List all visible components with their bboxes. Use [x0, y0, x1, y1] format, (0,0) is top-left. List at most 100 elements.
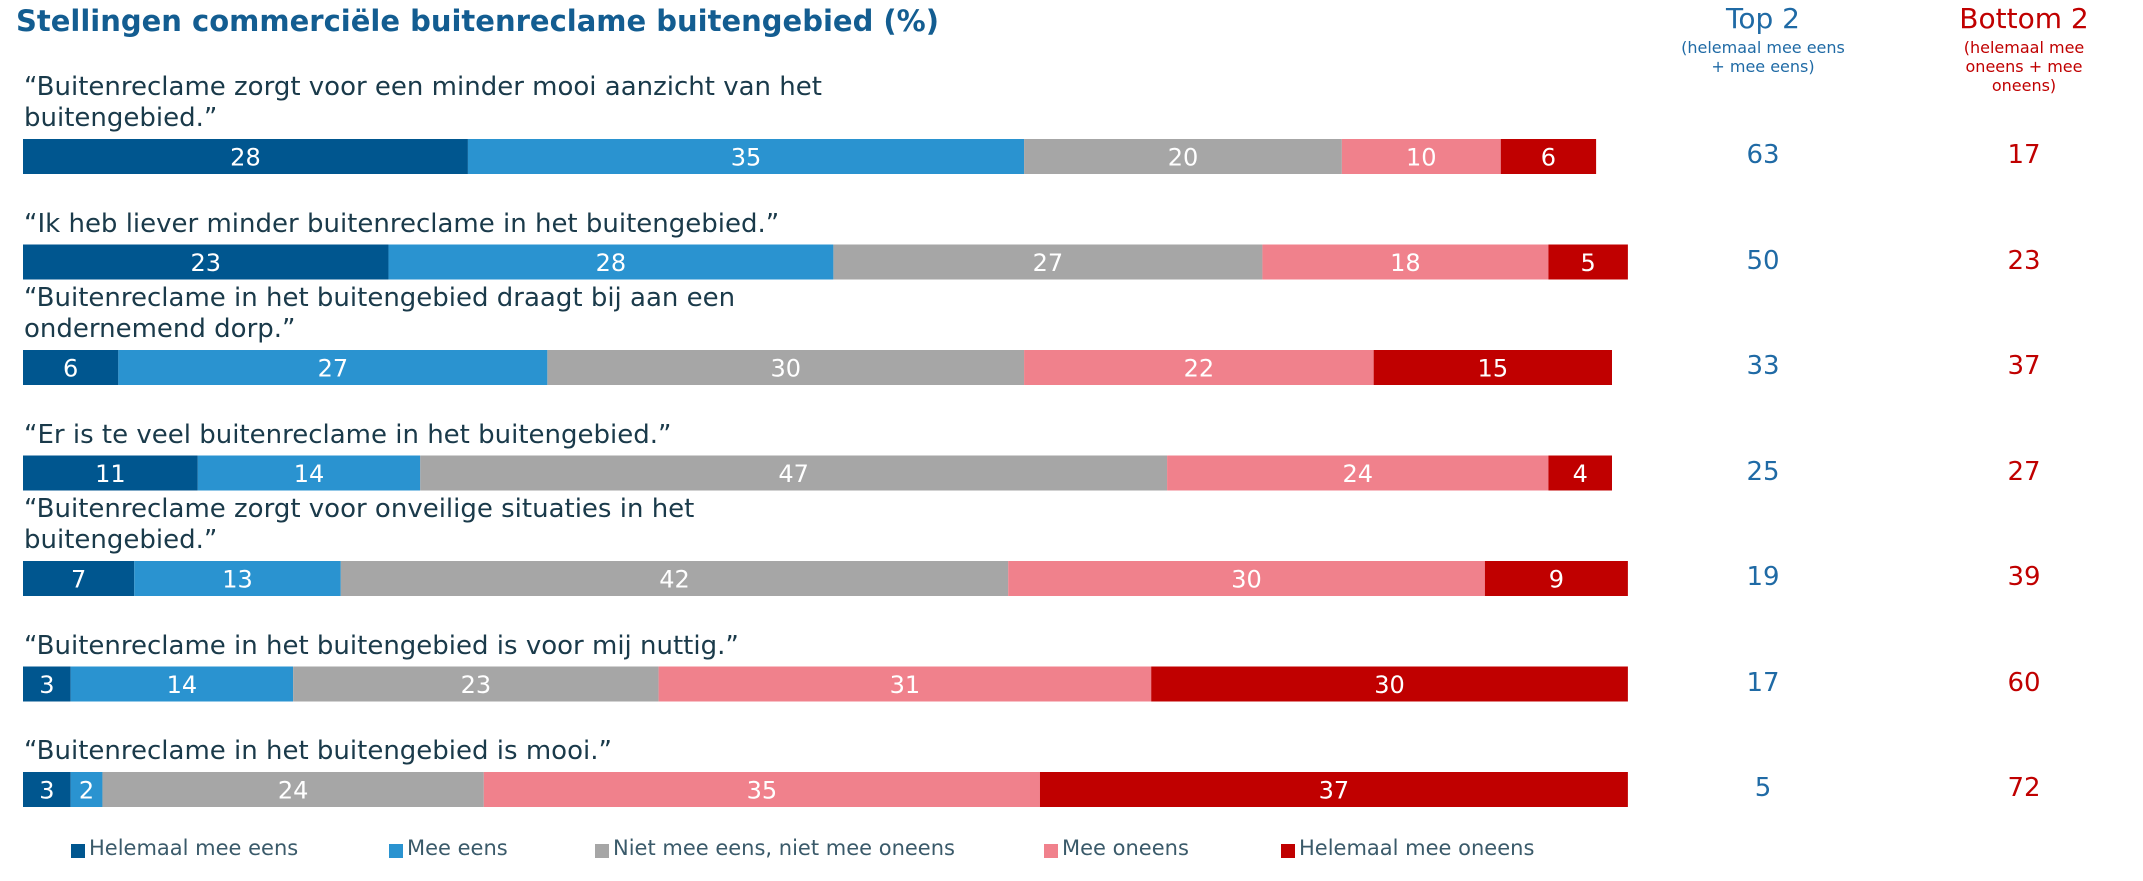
- bar-segment: [23, 244, 389, 280]
- value-label: 35: [747, 777, 778, 805]
- summary-value: 60: [2007, 667, 2041, 698]
- bar-segment: [547, 350, 1025, 385]
- category-label: “Buitenreclame in het buitengebied is mo…: [24, 736, 612, 766]
- summary-value: 50: [1746, 245, 1780, 276]
- bar-segment: [23, 666, 71, 702]
- bar-segment: [23, 455, 198, 491]
- bar-segment: [23, 350, 119, 385]
- category-label: “Buitenreclame in het buitengebied is vo…: [24, 630, 739, 661]
- column-title: Bottom 2: [1959, 2, 2089, 35]
- bar-segment: [483, 772, 1040, 807]
- bar-segment: [833, 244, 1263, 280]
- summary-value: 27: [2007, 456, 2041, 487]
- bar-segment: [420, 455, 1168, 491]
- summary-value: 17: [2007, 140, 2041, 170]
- summary-value: 5: [1754, 773, 1772, 803]
- summary-value: 33: [1746, 351, 1780, 381]
- bar-segment: [23, 139, 468, 174]
- value-label: 23: [461, 671, 492, 699]
- bar-segment: [134, 561, 341, 596]
- bar-segment: [1008, 561, 1485, 596]
- value-label: 6: [63, 355, 78, 383]
- summary-value: 19: [1746, 562, 1780, 592]
- legend-label: Helemaal mee oneens: [1299, 836, 1535, 860]
- bar-segment: [1151, 666, 1628, 702]
- bar-segment: [1341, 139, 1501, 174]
- value-label: 4: [1573, 460, 1588, 488]
- legend-swatch: [1281, 844, 1295, 858]
- bar-segment: [197, 455, 421, 491]
- value-label: 47: [778, 460, 809, 488]
- legend-label: Mee eens: [407, 836, 508, 860]
- value-label: 7: [71, 566, 86, 594]
- bar-segment: [467, 139, 1025, 174]
- column-subtitle: (helemaal mee eens + mee eens): [1681, 38, 1845, 76]
- summary-value: 25: [1746, 456, 1780, 487]
- value-label: 31: [890, 671, 921, 699]
- value-label: 23: [190, 249, 221, 277]
- summary-value: 17: [1746, 667, 1780, 698]
- bar-segment: [118, 350, 548, 385]
- bar-segment: [1024, 350, 1374, 385]
- value-label: 9: [1549, 566, 1564, 594]
- legend-swatch: [595, 844, 609, 858]
- value-label: 20: [1168, 144, 1199, 172]
- legend-label: Mee oneens: [1062, 836, 1189, 860]
- summary-value: 39: [2007, 562, 2041, 592]
- summary-value: 37: [2007, 351, 2041, 381]
- bar-segment: [1024, 139, 1342, 174]
- value-label: 10: [1406, 144, 1437, 172]
- legend-swatch: [71, 844, 85, 858]
- summary-value: 63: [1746, 140, 1780, 170]
- column-subtitle: (helemaal mee oneens + mee oneens): [1963, 38, 2085, 95]
- value-label: 35: [731, 144, 762, 172]
- value-label: 3: [39, 671, 54, 699]
- value-label: 6: [1541, 144, 1556, 172]
- value-label: 27: [318, 355, 349, 383]
- value-label: 30: [770, 355, 801, 383]
- category-label: “Ik heb liever minder buitenreclame in h…: [24, 208, 780, 239]
- value-label: 14: [167, 671, 198, 699]
- value-label: 5: [1581, 249, 1596, 277]
- value-label: 22: [1184, 355, 1215, 383]
- bar-segment: [1548, 455, 1612, 491]
- bar-segment: [388, 244, 834, 280]
- bar-segment: [70, 666, 294, 702]
- value-label: 42: [659, 566, 690, 594]
- legend-label: Niet mee eens, niet mee oneens: [613, 836, 955, 860]
- bar-segment: [340, 561, 1009, 596]
- column-title: Top 2: [1726, 2, 1800, 35]
- bar-segment: [1548, 244, 1628, 280]
- bar-segment: [1262, 244, 1549, 280]
- value-label: 30: [1374, 671, 1405, 699]
- bar-segment: [1373, 350, 1612, 385]
- category-label: “Buitenreclame in het buitengebied draag…: [24, 283, 736, 344]
- value-label: 13: [222, 566, 253, 594]
- value-label: 3: [39, 777, 54, 805]
- bar-segment: [1500, 139, 1597, 174]
- category-label: “Buitenreclame zorgt voor onveilige situ…: [24, 494, 695, 555]
- value-label: 24: [278, 777, 309, 805]
- chart-title: Stellingen commerciële buitenreclame bui…: [16, 4, 939, 38]
- value-label: 14: [294, 460, 325, 488]
- value-label: 37: [1319, 777, 1350, 805]
- summary-value: 72: [2007, 773, 2041, 803]
- legend-swatch: [389, 844, 403, 858]
- value-label: 15: [1478, 355, 1509, 383]
- value-label: 28: [596, 249, 627, 277]
- value-label: 24: [1342, 460, 1373, 488]
- category-label: “Er is te veel buitenreclame in het buit…: [24, 419, 672, 450]
- bar-segment: [1167, 455, 1549, 491]
- value-label: 30: [1231, 566, 1262, 594]
- value-label: 11: [95, 460, 126, 488]
- bar-segment: [23, 561, 135, 596]
- summary-value: 23: [2007, 245, 2041, 276]
- bar-segment: [102, 772, 484, 807]
- bar-segment: [293, 666, 659, 702]
- bar-segment: [70, 772, 103, 807]
- category-label: “Buitenreclame zorgt voor een minder moo…: [24, 72, 822, 133]
- legend-swatch: [1044, 844, 1058, 858]
- value-label: 27: [1033, 249, 1064, 277]
